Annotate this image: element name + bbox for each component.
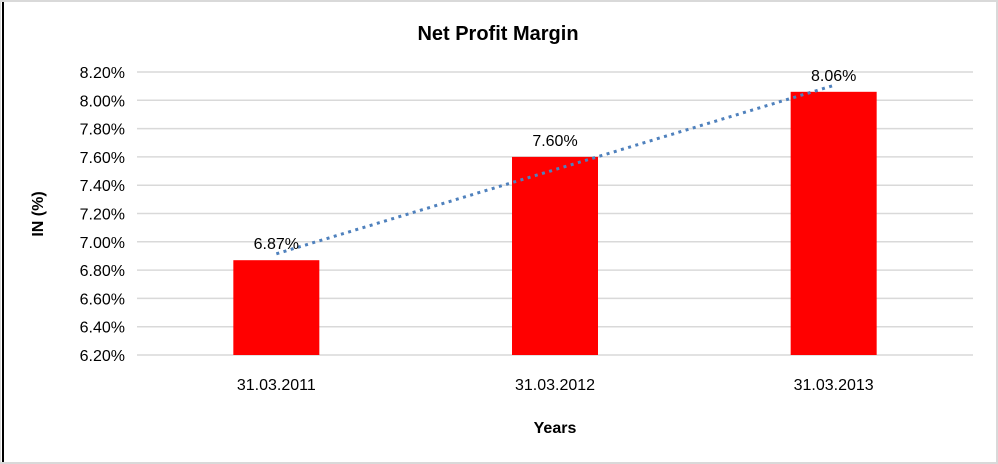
- y-tick-label: 6.20%: [80, 348, 125, 365]
- y-tick-label: 8.20%: [80, 65, 125, 82]
- bar-value-label: 6.87%: [254, 236, 299, 253]
- bar-value-labels: 6.87% 7.60% 8.06%: [254, 68, 857, 253]
- bar: [512, 156, 598, 355]
- bar: [790, 91, 877, 355]
- y-tick-label: 7.00%: [80, 235, 125, 252]
- y-axis-tick-labels: 6.20% 6.40% 6.60% 6.80% 7.00% 7.20% 7.40% 7.60%…: [80, 65, 125, 365]
- y-axis-title: IN (%): [30, 191, 47, 236]
- y-tick-label: 7.60%: [80, 150, 125, 167]
- x-category-label: 31.03.2013: [794, 377, 874, 394]
- bar-value-label: 8.06%: [811, 68, 856, 85]
- x-category-label: 31.03.2011: [237, 377, 316, 394]
- x-axis-labels: 31.03.2011 31.03.2012 31.03.2013: [237, 377, 874, 394]
- left-edge-line: [2, 2, 4, 462]
- y-tick-label: 6.40%: [80, 320, 125, 337]
- chart-title: Net Profit Margin: [417, 23, 578, 45]
- y-tick-label: 6.80%: [80, 263, 125, 280]
- x-category-label: 31.03.2012: [515, 377, 595, 394]
- y-tick-label: 7.40%: [80, 178, 125, 195]
- y-tick-label: 7.80%: [80, 122, 125, 139]
- bars: [233, 91, 877, 355]
- bar-value-label: 7.60%: [532, 133, 577, 150]
- y-tick-label: 8.00%: [80, 93, 125, 110]
- y-tick-label: 6.60%: [80, 291, 125, 308]
- y-tick-label: 7.20%: [80, 207, 125, 224]
- bar: [233, 260, 320, 355]
- x-axis-title: Years: [534, 420, 577, 437]
